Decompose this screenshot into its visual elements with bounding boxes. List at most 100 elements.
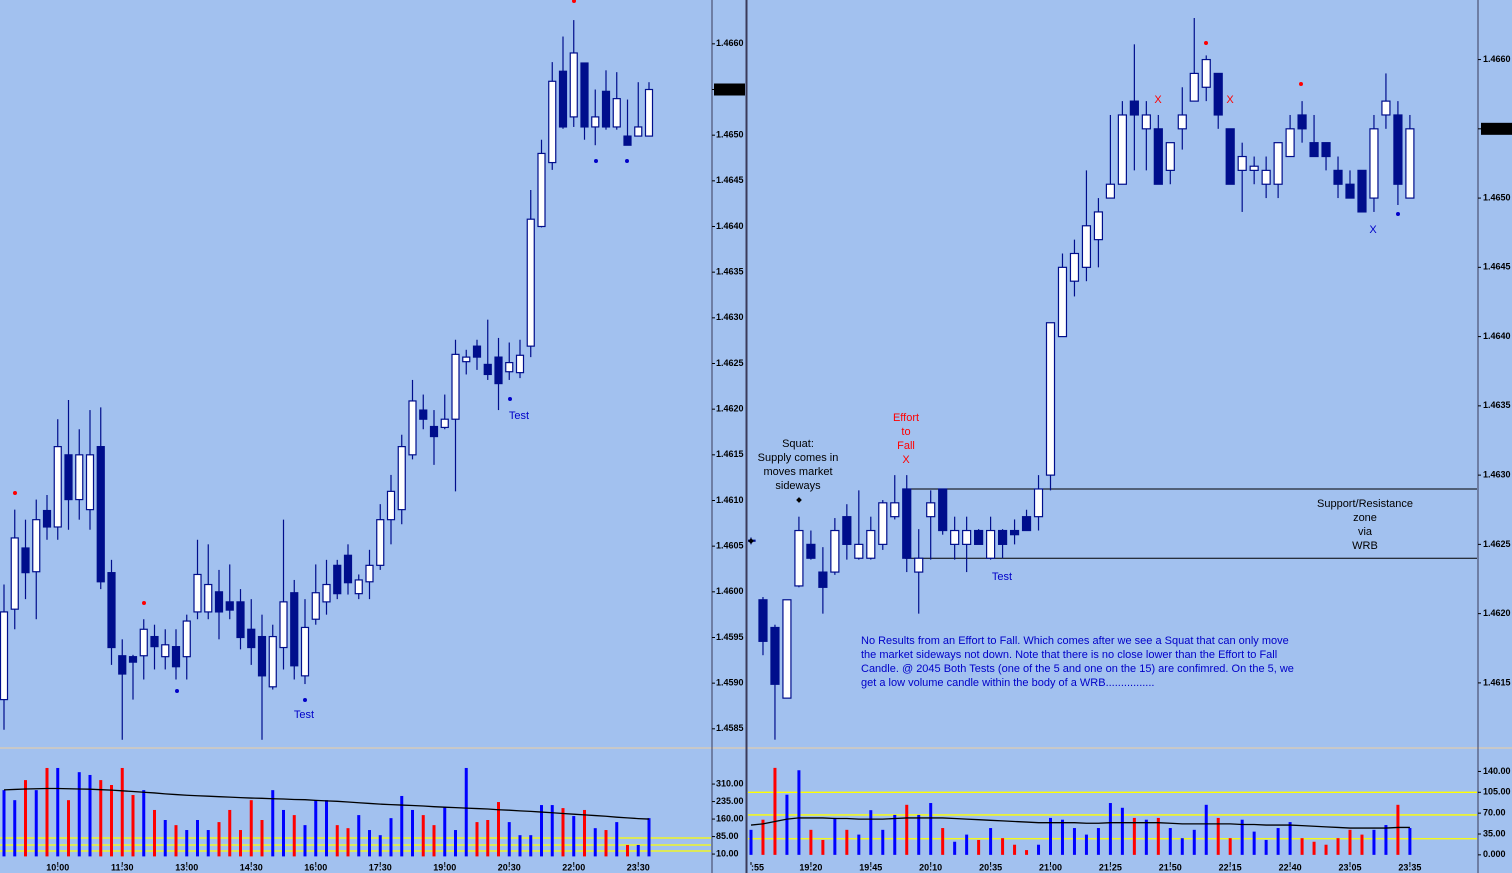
volume-bar	[1360, 834, 1364, 855]
volume-tick-label: 0.000	[1483, 849, 1506, 859]
candle-body	[914, 557, 924, 573]
candle-body	[311, 592, 320, 620]
y-tick-label: 1.4640	[1483, 331, 1511, 341]
volume-bar	[77, 772, 81, 857]
volume-bar	[1013, 844, 1017, 855]
candle-body	[1369, 128, 1379, 199]
volume-average	[3, 787, 650, 820]
volume-bar	[335, 825, 339, 857]
volume-bar	[1072, 828, 1076, 855]
diamond-marker	[796, 497, 802, 503]
x-tick-label: 17:30	[369, 862, 392, 872]
volume-bar	[1192, 829, 1196, 855]
volume-bar	[56, 767, 60, 857]
annotations: Test Test Squat: Supply comes in moves m…	[294, 94, 1413, 721]
candle-body	[526, 218, 535, 347]
volume-bar	[1228, 838, 1232, 855]
volume-bar	[153, 809, 156, 857]
volume-tick-label: 10.00	[716, 848, 739, 858]
x-tick-label: 23:05	[1338, 862, 1361, 872]
signal-dot	[572, 0, 576, 3]
volume-bar	[917, 814, 921, 855]
volume-bar	[593, 828, 597, 857]
candle-body	[1273, 142, 1283, 185]
x-tick-label: 11:30	[111, 862, 134, 872]
candle-body	[548, 80, 557, 164]
candle-body	[1225, 128, 1235, 185]
candle-body	[1069, 252, 1080, 282]
volume-bar	[131, 795, 135, 857]
y-tick-label: 1.4610	[716, 495, 744, 505]
volume-bar	[120, 767, 124, 857]
candle-body	[483, 363, 492, 376]
candle-body	[300, 626, 310, 677]
candle-body	[580, 62, 589, 128]
candle-body	[770, 626, 780, 685]
x-tick-label: 21:25	[1099, 862, 1122, 872]
volume-bar	[486, 820, 490, 857]
y-tick-label: 1.4650	[1483, 192, 1511, 202]
annotation: Candle. @ 2045 Both Tests (one of the 5 …	[861, 663, 1294, 675]
markers	[13, 0, 1400, 702]
candle-body	[472, 345, 482, 358]
candle-body	[1261, 169, 1271, 185]
volume-bar	[989, 828, 993, 855]
y-tick-label: 1.4630	[1483, 469, 1511, 479]
volume-bar	[1348, 829, 1352, 855]
volume-bar	[1372, 829, 1376, 855]
volume-bar	[1336, 838, 1340, 855]
volume-tick-label: 35.00	[1483, 828, 1506, 838]
x-tick-label: 20:35	[979, 862, 1002, 872]
x-tick-label: 19:45	[859, 862, 882, 872]
signal-dot	[625, 159, 629, 163]
y-tick-label: 1.4635	[1483, 400, 1511, 410]
volume-tick-label: 140.00	[1483, 766, 1511, 776]
candle-body	[1201, 58, 1211, 88]
volume-bar	[368, 830, 371, 857]
y-tick-label: 1.4625	[716, 358, 744, 368]
candle-body	[1165, 142, 1175, 171]
volume-bar	[1096, 828, 1100, 855]
candle-body	[139, 628, 148, 657]
volume-bar	[869, 810, 873, 855]
volume-bar	[196, 820, 199, 857]
volume-bar	[561, 808, 565, 857]
y-tick-label: 1.4600	[716, 586, 744, 596]
volume-bar	[1240, 819, 1244, 855]
candle-body	[515, 354, 525, 374]
candle-body	[1141, 114, 1151, 130]
candle-body	[354, 579, 363, 595]
candle-body	[429, 425, 439, 438]
last-price-label: 1.4655	[1483, 123, 1511, 133]
candle-body	[644, 88, 654, 137]
volume-bar	[1288, 822, 1292, 855]
volume-bar	[1204, 804, 1208, 855]
annotation: X	[902, 454, 910, 466]
candle-body	[1009, 529, 1020, 536]
volume-bar	[421, 815, 425, 857]
volume-bar	[1144, 819, 1148, 855]
signal-dot	[594, 159, 598, 163]
candle-body	[974, 529, 984, 545]
candle-body	[1249, 165, 1259, 171]
volume-bar	[346, 828, 350, 857]
volume-bar	[965, 834, 969, 855]
candle-body	[830, 529, 840, 573]
candle-body	[494, 356, 503, 385]
annotation: X	[1369, 224, 1377, 236]
candle-body	[818, 571, 828, 588]
candle-body	[842, 516, 852, 545]
volume-bar	[88, 774, 92, 857]
volume-bar	[1396, 804, 1400, 855]
candle-body	[1213, 72, 1223, 116]
x-tick-label: 14:30	[240, 862, 263, 872]
axes: 1.4585 1.4590 1.4595 1.4600 1.4605 1.4610 1.46…	[46, 38, 745, 872]
y-tick-label: 1.4595	[716, 632, 744, 642]
volume-bar	[454, 830, 457, 857]
y-tick-label: 1.4620	[716, 404, 744, 414]
y-tick-label: 1.4585	[716, 723, 744, 733]
signal-dot	[1299, 82, 1303, 86]
volume-pane	[0, 767, 711, 857]
